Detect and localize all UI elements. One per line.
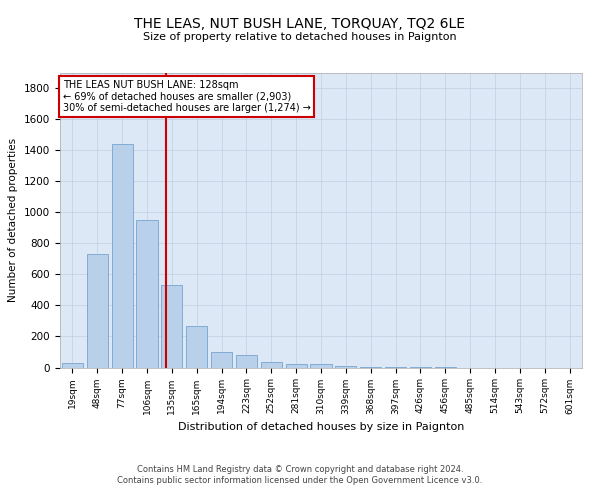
Bar bbox=[87, 254, 108, 368]
Bar bbox=[62, 363, 83, 368]
Text: Size of property relative to detached houses in Paignton: Size of property relative to detached ho… bbox=[143, 32, 457, 42]
Bar bbox=[335, 366, 356, 368]
Bar bbox=[310, 364, 332, 368]
Bar bbox=[136, 220, 158, 368]
Bar bbox=[211, 352, 232, 368]
Bar bbox=[161, 285, 182, 368]
Bar bbox=[186, 326, 207, 368]
Bar bbox=[112, 144, 133, 368]
Bar bbox=[261, 362, 282, 368]
Bar bbox=[360, 366, 381, 368]
Text: Contains HM Land Registry data © Crown copyright and database right 2024.: Contains HM Land Registry data © Crown c… bbox=[137, 465, 463, 474]
Y-axis label: Number of detached properties: Number of detached properties bbox=[8, 138, 19, 302]
Text: THE LEAS NUT BUSH LANE: 128sqm
← 69% of detached houses are smaller (2,903)
30% : THE LEAS NUT BUSH LANE: 128sqm ← 69% of … bbox=[62, 80, 310, 113]
Bar bbox=[236, 355, 257, 368]
X-axis label: Distribution of detached houses by size in Paignton: Distribution of detached houses by size … bbox=[178, 422, 464, 432]
Text: Contains public sector information licensed under the Open Government Licence v3: Contains public sector information licen… bbox=[118, 476, 482, 485]
Bar bbox=[286, 364, 307, 368]
Text: THE LEAS, NUT BUSH LANE, TORQUAY, TQ2 6LE: THE LEAS, NUT BUSH LANE, TORQUAY, TQ2 6L… bbox=[134, 18, 466, 32]
